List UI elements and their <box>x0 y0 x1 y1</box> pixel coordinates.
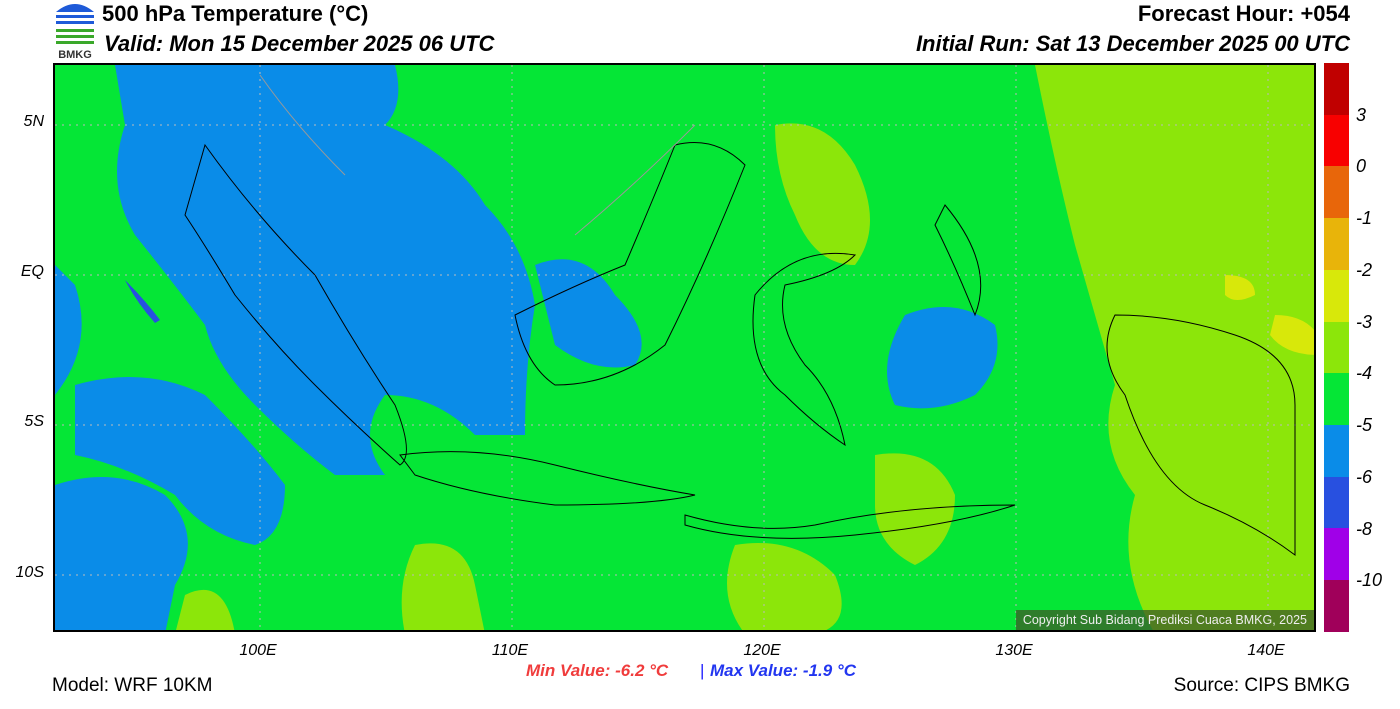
min-value: Min Value: -6.2 °C <box>526 661 669 680</box>
colorbar-segment <box>1324 425 1349 477</box>
chart-title: 500 hPa Temperature (°C) <box>102 1 369 26</box>
valid-time: Valid: Mon 15 December 2025 06 UTC <box>104 31 495 56</box>
bmkg-logo: BMKG <box>52 2 98 61</box>
colorbar-label: -6 <box>1356 466 1373 487</box>
colorbar-label: -8 <box>1356 518 1373 539</box>
lat-label: 5S <box>24 413 44 430</box>
forecast-hour: Forecast Hour: +054 <box>1137 1 1350 26</box>
colorbar-segment <box>1324 528 1349 581</box>
max-value: Max Value: -1.9 °C <box>710 661 856 680</box>
lat-label: 10S <box>15 564 44 581</box>
colorbar-segment <box>1324 114 1349 167</box>
lon-label: 130E <box>995 642 1033 659</box>
copyright: Copyright Sub Bidang Prediksi Cuaca BMKG… <box>1015 610 1314 630</box>
colorbar-label: -10 <box>1356 570 1383 591</box>
colorbar-segment <box>1324 218 1349 270</box>
colorbar-segment <box>1324 580 1349 632</box>
model-label: Model: WRF 10KM <box>52 675 213 696</box>
temperature-map <box>53 63 1316 632</box>
colorbar-label: -3 <box>1356 311 1373 332</box>
map-field <box>55 65 1314 630</box>
colorbar-label: 0 <box>1356 156 1367 177</box>
colorbar-label: 3 <box>1356 104 1367 125</box>
lat-label: EQ <box>20 263 44 280</box>
colorbar <box>1324 63 1349 632</box>
colorbar-segment <box>1324 166 1349 219</box>
colorbar-label: -5 <box>1356 415 1373 436</box>
colorbar-segment <box>1324 321 1349 374</box>
colorbar-label: -4 <box>1356 363 1373 384</box>
lon-label: 100E <box>239 642 277 659</box>
colorbar-label: -2 <box>1356 259 1373 280</box>
initial-run: Initial Run: Sat 13 December 2025 00 UTC <box>915 31 1350 56</box>
source-label: Source: CIPS BMKG <box>1173 675 1350 696</box>
separator: | <box>700 661 705 680</box>
colorbar-segment <box>1324 269 1349 322</box>
svg-text:BMKG: BMKG <box>58 49 92 60</box>
lon-label: 110E <box>491 642 529 659</box>
lon-label: 140E <box>1247 642 1285 659</box>
lon-label: 120E <box>743 642 781 659</box>
colorbar-segment <box>1324 476 1349 529</box>
colorbar-segment <box>1324 63 1349 115</box>
colorbar-label: -1 <box>1356 208 1373 229</box>
lat-label: 5N <box>23 113 44 130</box>
colorbar-segment <box>1324 373 1349 426</box>
